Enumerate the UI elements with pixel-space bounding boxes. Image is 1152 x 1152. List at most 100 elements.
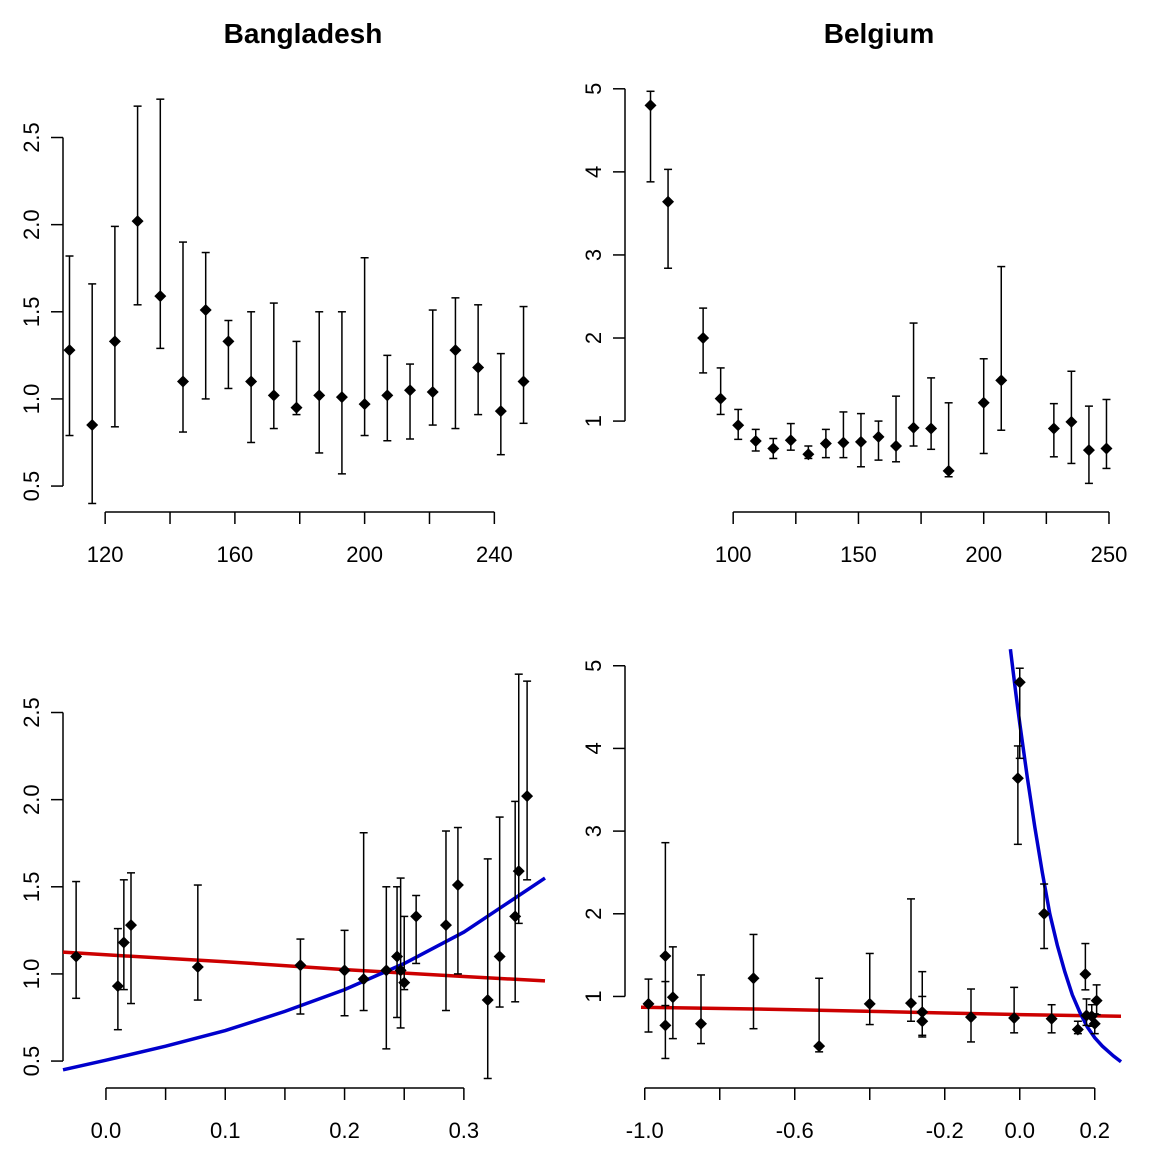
fit-line — [640, 1005, 1122, 1019]
y-tick-label: 2 — [581, 908, 606, 920]
x-tick-label: 0.1 — [210, 1118, 241, 1143]
data-point — [509, 910, 522, 923]
fit-line — [62, 876, 546, 1072]
data-point — [819, 437, 832, 450]
y-tick-label: 2 — [581, 332, 606, 344]
y-tick-label: 5 — [581, 660, 606, 672]
data-point — [916, 1015, 929, 1028]
x-tick-label: 150 — [840, 542, 877, 567]
data-point — [70, 950, 83, 963]
fit-line — [1008, 648, 1123, 1064]
x-tick-label: 0.3 — [449, 1118, 480, 1143]
data-point — [659, 1019, 672, 1032]
x-tick-label: 240 — [476, 542, 513, 567]
data-point — [1065, 415, 1078, 428]
data-point — [965, 1011, 977, 1024]
fit-lines — [640, 648, 1123, 1064]
data-point — [512, 865, 525, 878]
data-point — [494, 405, 507, 418]
data-point — [449, 344, 462, 357]
y-tick-label: 1.5 — [19, 296, 44, 327]
data-point — [854, 435, 867, 448]
panel-bangladesh: Bangladesh 120 160 200 240 0.5 1.0 1.5 2.0 2.5 — [19, 18, 530, 567]
data-point — [313, 389, 326, 402]
data-point — [1100, 442, 1113, 455]
x-tick-label: 120 — [87, 542, 124, 567]
chart-title: Belgium — [824, 18, 934, 49]
data-point — [381, 389, 394, 402]
data-point — [942, 464, 955, 477]
y-axis: 1 2 3 4 5 — [581, 660, 626, 1003]
data-point — [659, 949, 672, 962]
data-point — [905, 997, 917, 1010]
data-point — [907, 421, 920, 434]
y-tick-label: 1.0 — [19, 384, 44, 415]
data-point — [131, 215, 144, 228]
data-point — [391, 950, 404, 963]
data-point — [644, 99, 657, 112]
data-point — [837, 436, 850, 449]
data-points — [70, 790, 534, 1007]
data-points — [642, 676, 1103, 1053]
data-points — [644, 99, 1113, 477]
data-point — [294, 959, 307, 972]
data-point — [357, 973, 370, 986]
data-points — [63, 215, 530, 432]
panel-belgium: Belgium 100 150 200 250 1 2 3 4 5 — [581, 18, 1128, 567]
data-point — [472, 361, 485, 374]
data-point — [398, 976, 411, 989]
y-tick-label: 0.5 — [19, 1046, 44, 1077]
y-axis: 1 2 3 4 5 — [581, 83, 626, 427]
data-point — [493, 950, 506, 963]
data-point — [358, 398, 371, 411]
data-point — [890, 440, 903, 453]
chart-title: Bangladesh — [224, 18, 383, 49]
data-point — [1090, 994, 1103, 1007]
data-point — [697, 332, 710, 345]
data-point — [695, 1017, 707, 1030]
fit-line — [62, 950, 546, 983]
data-point — [86, 419, 99, 432]
data-point — [916, 1006, 929, 1019]
y-tick-label: 4 — [581, 166, 606, 178]
y-tick-label: 0.5 — [19, 471, 44, 502]
data-point — [410, 910, 423, 923]
fit-lines — [62, 876, 546, 1072]
error-bars — [644, 667, 1101, 1060]
y-tick-label: 2.5 — [19, 122, 44, 153]
data-point — [1071, 1023, 1084, 1036]
x-tick-label: 250 — [1091, 542, 1128, 567]
data-point — [108, 335, 121, 348]
data-point — [1008, 1011, 1021, 1024]
data-point — [125, 919, 138, 932]
x-tick-label: 0.0 — [91, 1118, 122, 1143]
data-point — [1088, 1017, 1101, 1030]
data-point — [802, 448, 815, 461]
data-point — [154, 290, 167, 303]
data-point — [439, 919, 452, 932]
y-tick-label: 1.0 — [19, 959, 44, 990]
x-axis: -1.0 -0.6 -0.2 0.0 0.2 — [626, 1087, 1110, 1143]
data-point — [767, 442, 780, 455]
x-tick-label: 200 — [965, 542, 1002, 567]
error-bars — [646, 90, 1111, 485]
x-tick-label: -0.6 — [776, 1118, 814, 1143]
x-tick-label: -1.0 — [626, 1118, 664, 1143]
panel-belgium-fit: -1.0 -0.6 -0.2 0.0 0.2 1 2 3 4 5 — [581, 648, 1123, 1143]
data-point — [747, 972, 760, 985]
data-point — [394, 964, 407, 977]
data-point — [521, 790, 534, 803]
x-axis: 120 160 200 240 — [87, 511, 513, 567]
y-axis: 0.5 1.0 1.5 2.0 2.5 — [19, 122, 64, 502]
y-tick-label: 4 — [581, 742, 606, 754]
data-point — [1013, 676, 1026, 689]
data-point — [977, 396, 990, 409]
y-tick-label: 2.0 — [19, 784, 44, 815]
data-point — [1082, 444, 1095, 457]
data-point — [1038, 907, 1051, 920]
y-tick-label: 1.5 — [19, 871, 44, 902]
x-tick-label: 160 — [217, 542, 254, 567]
data-point — [63, 344, 76, 357]
x-axis: 100 150 200 250 — [715, 511, 1128, 567]
